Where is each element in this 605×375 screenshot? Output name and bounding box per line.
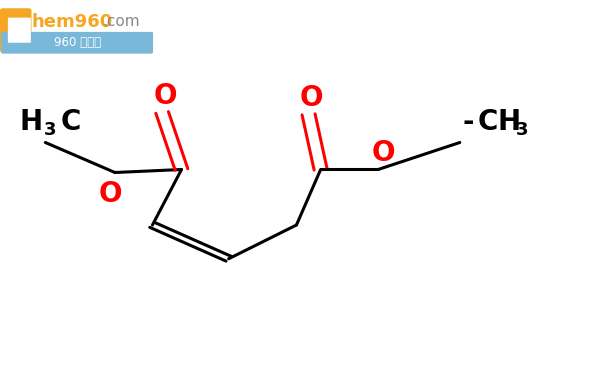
FancyBboxPatch shape [0, 8, 31, 53]
Text: 3: 3 [44, 121, 56, 139]
Text: O: O [99, 180, 122, 208]
Text: C: C [478, 108, 499, 136]
Text: .com: .com [103, 14, 140, 29]
Text: C: C [60, 108, 81, 136]
FancyBboxPatch shape [1, 32, 153, 54]
FancyBboxPatch shape [8, 18, 31, 43]
Text: -: - [463, 108, 474, 136]
Text: H: H [498, 108, 521, 136]
Text: O: O [300, 84, 323, 111]
Text: hem960: hem960 [31, 13, 113, 31]
Text: O: O [371, 139, 394, 166]
Text: 960 化工网: 960 化工网 [54, 36, 100, 48]
Text: 3: 3 [516, 121, 529, 139]
Text: H: H [19, 108, 42, 136]
Text: O: O [154, 82, 177, 110]
